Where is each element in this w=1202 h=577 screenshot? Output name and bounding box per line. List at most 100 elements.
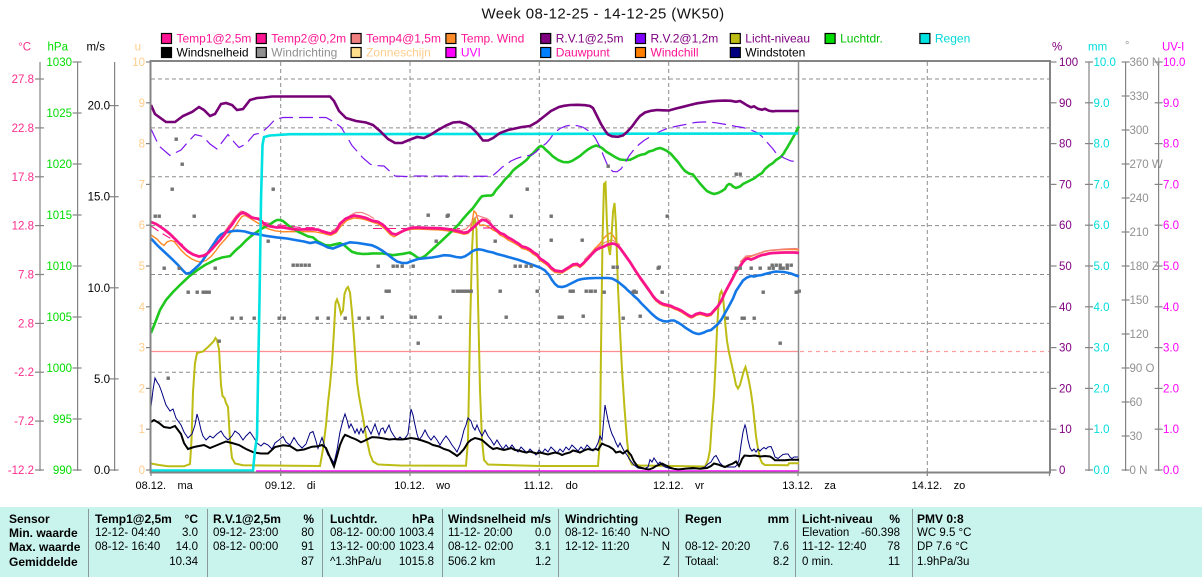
svg-text:10.0: 10.0 xyxy=(1163,57,1185,69)
svg-text:10.12.: 10.12. xyxy=(394,480,425,492)
svg-text:5: 5 xyxy=(139,261,145,273)
svg-text:1005: 1005 xyxy=(46,312,72,324)
svg-text:1: 1 xyxy=(139,424,145,436)
svg-text:Temp2@0,2m: Temp2@0,2m xyxy=(271,32,346,46)
svg-text:0 N: 0 N xyxy=(1130,465,1148,477)
svg-text:Luchtdr.: Luchtdr. xyxy=(840,32,883,46)
svg-text:13.12.: 13.12. xyxy=(782,480,813,492)
svg-text:60: 60 xyxy=(1059,220,1072,232)
svg-text:hPa: hPa xyxy=(48,42,69,54)
svg-text:17.8: 17.8 xyxy=(12,172,34,184)
svg-text:-12.2: -12.2 xyxy=(8,465,34,477)
svg-text:09.12.: 09.12. xyxy=(265,480,296,492)
svg-text:15.0: 15.0 xyxy=(88,192,110,204)
svg-text:330: 330 xyxy=(1130,91,1149,103)
svg-text:Week 08-12-25 - 14-12-25 (WK50: Week 08-12-25 - 14-12-25 (WK50) xyxy=(481,6,724,23)
svg-text:ma: ma xyxy=(178,480,194,492)
svg-text:40: 40 xyxy=(1059,302,1072,314)
svg-text:1.0: 1.0 xyxy=(1163,424,1179,436)
svg-text:990: 990 xyxy=(53,465,72,477)
svg-text:08.12.: 08.12. xyxy=(136,480,167,492)
svg-text:R.V.1@2,5m: R.V.1@2,5m xyxy=(556,32,624,46)
svg-text:1020: 1020 xyxy=(46,159,72,171)
svg-text:Windsnelheid: Windsnelheid xyxy=(177,46,249,60)
svg-text:7: 7 xyxy=(139,179,145,191)
svg-text:1015: 1015 xyxy=(46,210,72,222)
svg-text:30: 30 xyxy=(1130,431,1143,443)
svg-text:3.0: 3.0 xyxy=(1094,343,1110,355)
svg-text:u: u xyxy=(135,42,141,54)
svg-text:UV-I: UV-I xyxy=(1162,42,1184,54)
svg-text:9.0: 9.0 xyxy=(1163,98,1179,110)
svg-text:-7.2: -7.2 xyxy=(14,416,34,428)
svg-text:995: 995 xyxy=(53,414,72,426)
svg-text:7.8: 7.8 xyxy=(18,270,34,282)
svg-text:300: 300 xyxy=(1130,125,1149,137)
svg-text:210: 210 xyxy=(1130,227,1149,239)
svg-text:10: 10 xyxy=(132,57,145,69)
svg-text:2.8: 2.8 xyxy=(18,318,34,330)
svg-text:°: ° xyxy=(1125,40,1129,52)
svg-text:2: 2 xyxy=(139,383,145,395)
svg-text:0.0: 0.0 xyxy=(1094,465,1110,477)
svg-text:120: 120 xyxy=(1130,329,1149,341)
svg-text:mm: mm xyxy=(1088,42,1107,54)
svg-text:10: 10 xyxy=(1059,424,1072,436)
svg-text:0: 0 xyxy=(1059,465,1065,477)
svg-text:5.0: 5.0 xyxy=(94,374,110,386)
svg-text:7.0: 7.0 xyxy=(1094,179,1110,191)
svg-text:di: di xyxy=(307,480,316,492)
svg-text:12.12.: 12.12. xyxy=(653,480,684,492)
svg-text:UVI: UVI xyxy=(461,46,481,60)
svg-text:90 O: 90 O xyxy=(1130,363,1155,375)
svg-text:4.0: 4.0 xyxy=(1163,302,1179,314)
svg-text:0.0: 0.0 xyxy=(94,465,110,477)
svg-text:9: 9 xyxy=(139,98,145,110)
svg-text:Zonneschijn: Zonneschijn xyxy=(366,46,431,60)
svg-text:70: 70 xyxy=(1059,179,1072,191)
svg-text:5.0: 5.0 xyxy=(1163,261,1179,273)
svg-text:Temp1@2,5m: Temp1@2,5m xyxy=(177,32,252,46)
svg-text:90: 90 xyxy=(1059,98,1072,110)
svg-text:Windstoten: Windstoten xyxy=(745,46,805,60)
svg-text:360 N: 360 N xyxy=(1130,57,1161,69)
svg-text:R.V.2@1,2m: R.V.2@1,2m xyxy=(651,32,719,46)
svg-text:180 Z: 180 Z xyxy=(1130,261,1159,273)
svg-text:150: 150 xyxy=(1130,295,1149,307)
svg-text:wo: wo xyxy=(435,480,450,492)
svg-text:1000: 1000 xyxy=(46,363,72,375)
svg-text:vr: vr xyxy=(695,480,705,492)
svg-text:6.0: 6.0 xyxy=(1094,220,1110,232)
svg-text:7.0: 7.0 xyxy=(1163,179,1179,191)
svg-text:50: 50 xyxy=(1059,261,1072,273)
svg-text:za: za xyxy=(824,480,837,492)
svg-text:8: 8 xyxy=(139,139,145,151)
svg-text:10.0: 10.0 xyxy=(1094,57,1116,69)
svg-text:14.12.: 14.12. xyxy=(912,480,943,492)
svg-text:100: 100 xyxy=(1059,57,1078,69)
svg-text:270 W: 270 W xyxy=(1130,159,1163,171)
svg-text:Temp4@1,5m: Temp4@1,5m xyxy=(366,32,441,46)
svg-text:do: do xyxy=(566,480,578,492)
svg-text:Temp. Wind: Temp. Wind xyxy=(461,32,524,46)
svg-text:0: 0 xyxy=(139,465,145,477)
svg-text:10.0: 10.0 xyxy=(88,283,110,295)
svg-text:5.0: 5.0 xyxy=(1094,261,1110,273)
svg-text:20: 20 xyxy=(1059,383,1072,395)
svg-text:20.0: 20.0 xyxy=(88,101,110,113)
svg-text:m/s: m/s xyxy=(86,42,105,54)
svg-text:zo: zo xyxy=(954,480,966,492)
svg-text:Dauwpunt: Dauwpunt xyxy=(556,46,611,60)
svg-text:8.0: 8.0 xyxy=(1163,139,1179,151)
svg-text:1025: 1025 xyxy=(46,108,72,120)
svg-text:Regen: Regen xyxy=(935,32,970,46)
svg-text:-2.2: -2.2 xyxy=(14,367,34,379)
svg-text:6: 6 xyxy=(139,220,145,232)
svg-text:4.0: 4.0 xyxy=(1094,302,1110,314)
svg-text:Windrichting: Windrichting xyxy=(271,46,337,60)
svg-text:8.0: 8.0 xyxy=(1094,139,1110,151)
svg-text:60: 60 xyxy=(1130,397,1143,409)
svg-text:2.0: 2.0 xyxy=(1094,383,1110,395)
svg-text:12.8: 12.8 xyxy=(12,221,34,233)
svg-text:80: 80 xyxy=(1059,139,1072,151)
